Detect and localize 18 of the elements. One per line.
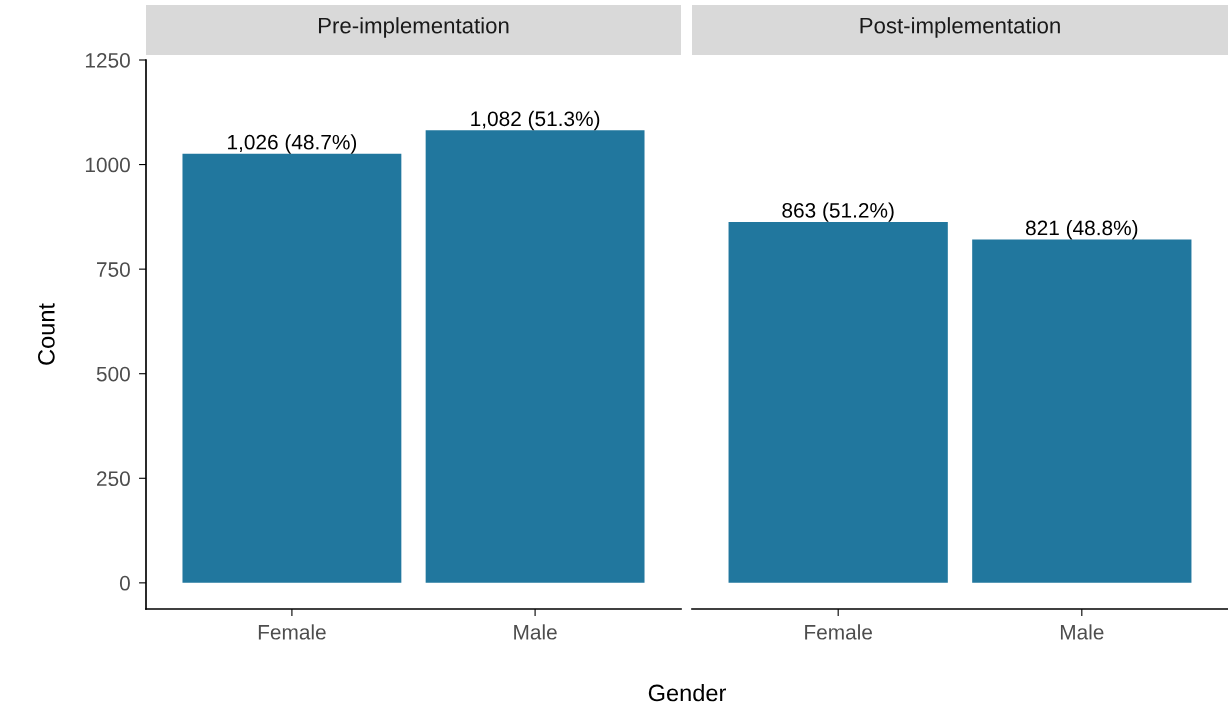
y-tick-label: 1000 xyxy=(85,157,130,173)
chart-title: Pre-implementation xyxy=(318,17,509,38)
y-tick-label: 750 xyxy=(97,262,130,277)
x-tick-label: Female xyxy=(258,624,326,640)
x-tick-label: Male xyxy=(514,624,557,640)
data-label: 1,082 (51.3%) xyxy=(471,110,600,131)
x-tick-label: Female xyxy=(805,624,872,640)
chart-title: Post-implementation xyxy=(860,17,1060,38)
y-tick-label: 0 xyxy=(119,575,130,591)
y-tick-label: 500 xyxy=(96,366,130,382)
data-label: 863 (51.2%) xyxy=(782,202,894,222)
y-tick-label: 1250 xyxy=(85,53,130,68)
data-label: 821 (48.8%) xyxy=(1025,220,1138,240)
x-tick-label: Male xyxy=(1060,624,1104,640)
y-axis-title: Count xyxy=(37,303,55,365)
data-label: 1,026 (48.7%) xyxy=(228,134,357,154)
x-axis-title: Gender xyxy=(648,683,726,702)
y-tick-label: 250 xyxy=(97,471,130,487)
